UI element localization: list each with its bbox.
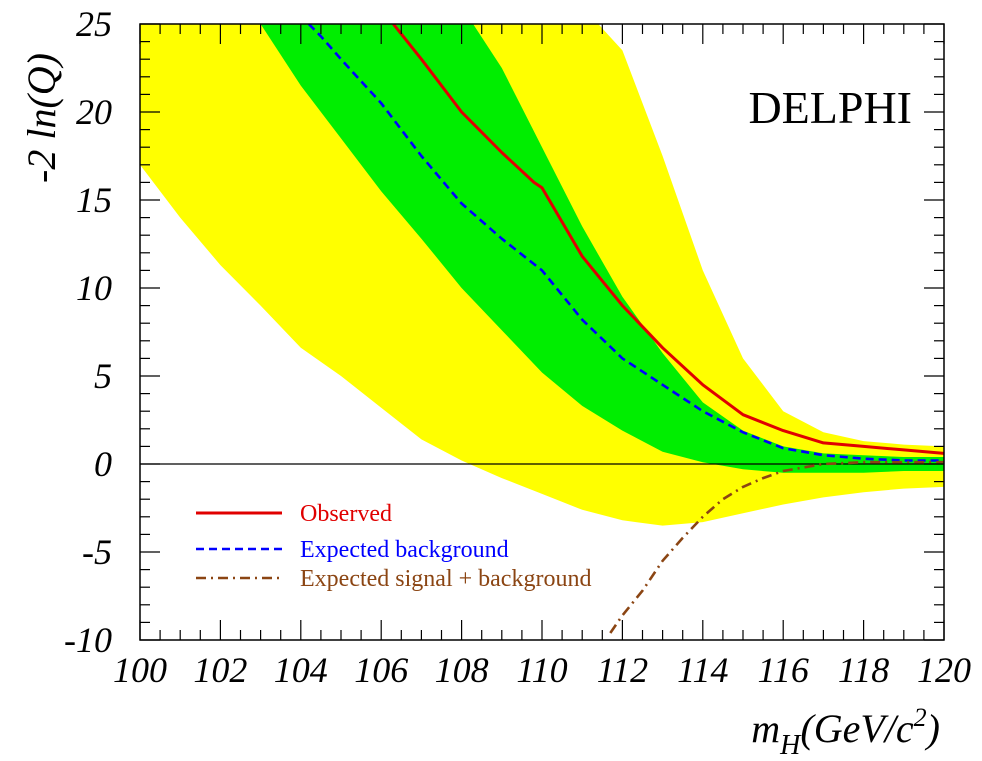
x-tick-label: 108 [435, 650, 489, 690]
x-tick-label: 106 [354, 650, 408, 690]
plot-area [140, 24, 944, 634]
x-tick-label: 114 [677, 650, 728, 690]
y-tick-label: 5 [94, 356, 112, 396]
y-tick-label: 10 [76, 268, 112, 308]
y-tick-label: 15 [76, 180, 112, 220]
x-axis-title-main: m [751, 706, 780, 751]
series-expected-signal-background [609, 460, 944, 634]
ticks-layer [139, 23, 945, 641]
band-1sigma [260, 24, 944, 473]
tick-labels-layer: 100 102 104 106 108 110 112 114 116 118 120 -10 -5 0 5… [64, 4, 971, 690]
x-tick-label: 116 [758, 650, 809, 690]
x-tick-label: 112 [597, 650, 648, 690]
x-axis-title-unit: (GeV/c [800, 706, 914, 751]
series-expected-background [307, 24, 944, 462]
x-axis-title-sub: H [779, 730, 802, 761]
legend-label-expected-background: Expected background [300, 537, 509, 563]
y-tick-label: 25 [76, 4, 112, 44]
y-axis-title: -2 ln(Q) [19, 53, 64, 183]
x-axis-title: mH(GeV/c2) [751, 703, 940, 761]
experiment-label: DELPHI [748, 82, 912, 133]
x-tick-label: 102 [193, 650, 247, 690]
x-tick-label: 100 [113, 650, 167, 690]
y-tick-label: 0 [94, 444, 112, 484]
legend-label-expected-signal-background: Expected signal + background [300, 566, 591, 592]
legend-label-observed: Observed [300, 501, 392, 527]
x-tick-label: 118 [838, 650, 889, 690]
y-tick-label: -10 [64, 620, 112, 660]
x-tick-label: 120 [917, 650, 971, 690]
x-axis-title-sup: 2 [914, 703, 927, 732]
series-observed [392, 24, 944, 455]
x-axis-title-close: ) [925, 706, 940, 751]
x-tick-label: 110 [516, 650, 567, 690]
series-layer [307, 24, 944, 634]
bands-layer [140, 24, 944, 526]
x-tick-label: 104 [274, 650, 328, 690]
y-tick-label: 20 [76, 92, 112, 132]
y-tick-label: -5 [82, 532, 112, 572]
legend: Observed Expected background Expected si… [196, 501, 591, 592]
